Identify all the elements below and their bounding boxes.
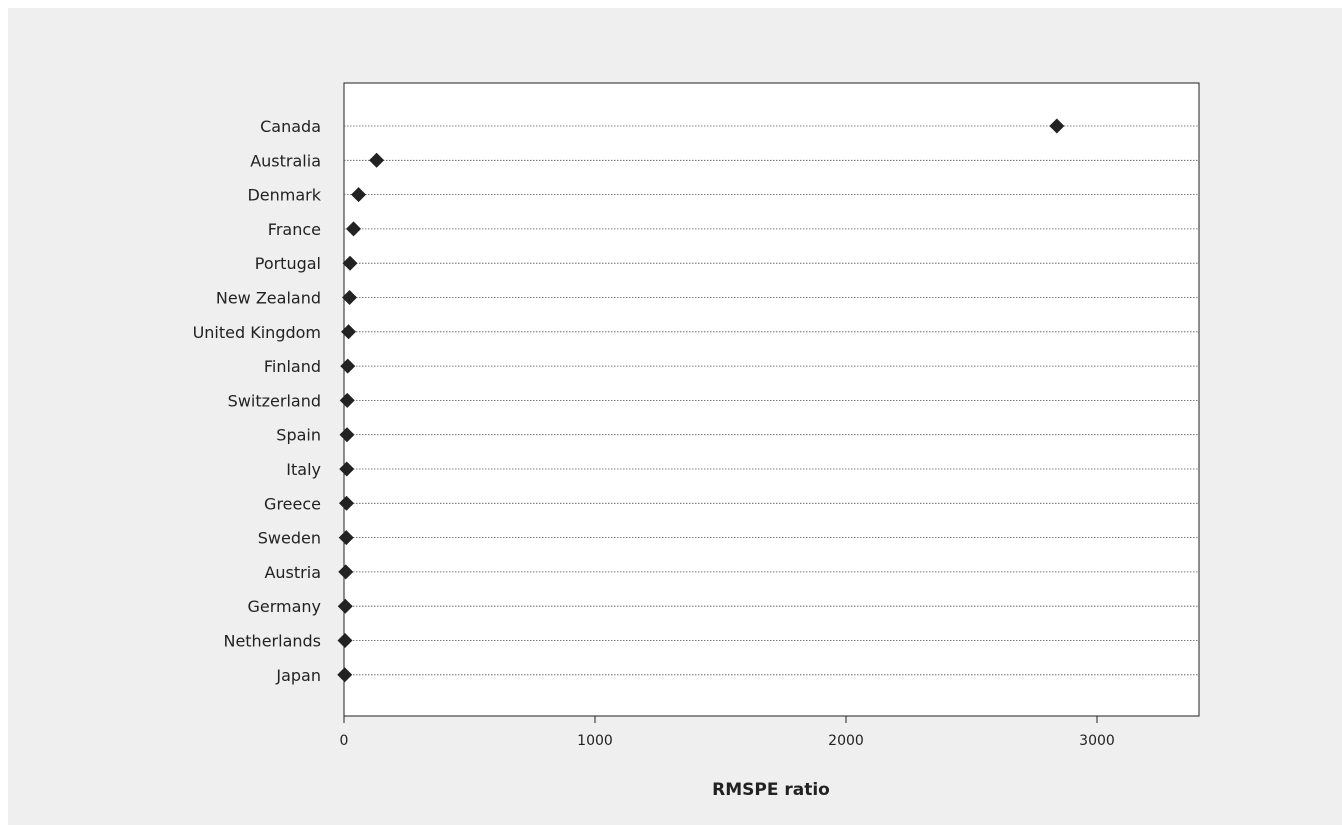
data-point-austria — [338, 564, 354, 580]
category-label-spain: Spain — [276, 426, 321, 445]
data-markers — [337, 118, 1065, 683]
category-label-italy: Italy — [286, 460, 321, 479]
category-label-austria: Austria — [264, 563, 321, 582]
plot-area — [343, 82, 1200, 717]
data-point-denmark — [351, 187, 367, 203]
x-tick-label-3000: 3000 — [1079, 733, 1115, 749]
category-grid-lines — [344, 125, 1199, 676]
category-label-switzerland: Switzerland — [228, 391, 321, 410]
category-label-netherlands: Netherlands — [223, 632, 321, 651]
x-tick-label-2000: 2000 — [828, 733, 864, 749]
category-label-germany: Germany — [247, 597, 321, 616]
x-axis-title: RMSPE ratio — [712, 780, 830, 800]
data-point-switzerland — [339, 392, 355, 408]
data-point-japan — [337, 667, 353, 683]
data-point-new-zealand — [342, 290, 358, 305]
data-point-netherlands — [337, 633, 353, 648]
category-label-canada: Canada — [260, 117, 321, 136]
data-point-portugal — [342, 255, 358, 271]
data-point-australia — [369, 152, 385, 168]
data-point-sweden — [338, 530, 354, 546]
category-label-united-kingdom: United Kingdom — [193, 323, 321, 342]
category-label-new-zealand: New Zealand — [216, 289, 321, 308]
data-point-canada — [1049, 118, 1065, 134]
category-label-japan: Japan — [275, 666, 321, 685]
x-tick-label-1000: 1000 — [577, 733, 613, 749]
data-point-greece — [339, 495, 355, 511]
category-label-portugal: Portugal — [255, 254, 321, 273]
rmspe-ratio-chart: Canada Australia Denmark France Portugal New … — [193, 82, 1200, 800]
data-point-italy — [339, 461, 355, 477]
category-label-denmark: Denmark — [247, 186, 321, 205]
x-axis-ticks: 0 1000 2000 3000 — [340, 716, 1115, 749]
category-label-finland: Finland — [264, 357, 321, 376]
chart-background: Canada Australia Denmark France Portugal New … — [8, 8, 1342, 825]
data-point-united-kingdom — [341, 324, 357, 340]
category-labels: Canada Australia Denmark France Portugal New … — [193, 117, 322, 685]
data-point-germany — [337, 598, 353, 614]
x-tick-label-0: 0 — [340, 733, 349, 749]
category-label-france: France — [268, 220, 321, 239]
category-label-greece: Greece — [264, 494, 321, 513]
data-point-spain — [339, 427, 355, 443]
category-label-australia: Australia — [250, 151, 321, 170]
category-label-sweden: Sweden — [258, 529, 321, 548]
data-point-finland — [340, 358, 356, 374]
data-point-france — [346, 221, 362, 237]
